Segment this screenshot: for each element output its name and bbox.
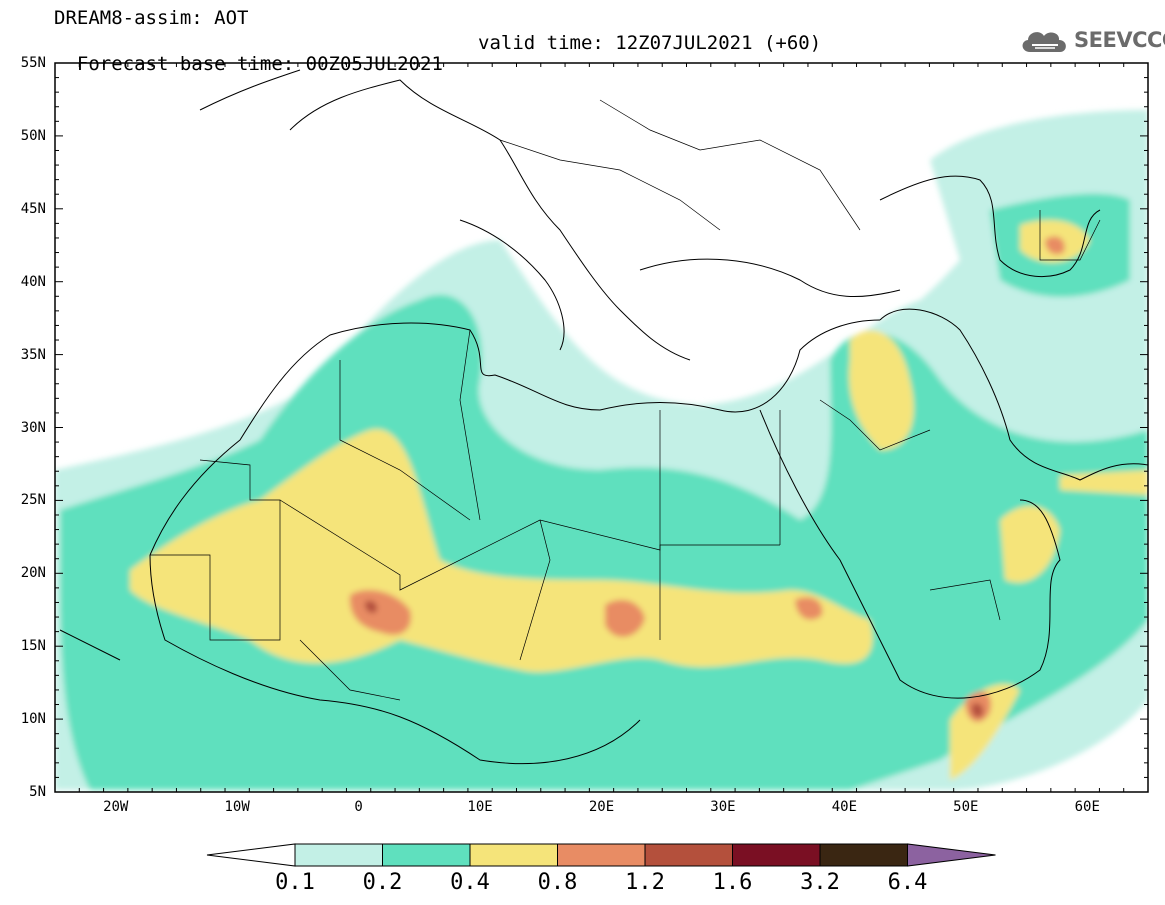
colorbar-swatch [294,843,383,867]
lat-label: 40N [20,273,46,290]
lon-label: 40E [831,799,858,815]
lat-label: 55N [20,55,46,71]
valid-time: valid time: 12Z07JUL2021 (+60) [478,32,822,54]
lon-label: 60E [1074,799,1100,815]
lat-label: 25N [20,492,46,509]
aot-band-0.4 [130,429,873,673]
lon-label: 20W [103,799,129,815]
lat-label: 10N [20,711,46,728]
lat-label: 5N [29,784,46,800]
colorbar-label: 1.2 [625,870,665,895]
lon-label: 0 [354,799,363,815]
logo-text: SEEVCCC [1074,28,1165,52]
lat-label: 45N [20,200,46,217]
lat-label: 20N [20,565,46,582]
lon-label: 10E [467,799,493,815]
base-time: Forecast base time: 00Z05JUL2021 [76,53,443,75]
forecast-times: Forecast base time: 00Z05JUL2021 valid t… [54,33,821,96]
colorbar-swatch [469,843,558,867]
seevccc-logo: SEEVCCC [1018,26,1165,56]
colorbar-swatch [732,843,821,867]
lat-label: 35N [20,346,46,363]
colorbar-label: 3.2 [800,870,840,895]
aot-band-1.2 [364,600,378,613]
lon-label: 50E [953,799,979,815]
country-borders [150,99,1101,701]
lat-label: 15N [20,638,46,655]
aot-band-0.8 [349,590,411,635]
colorbar-label: 0.8 [537,870,578,895]
lon-label: 10W [224,799,250,815]
lat-label: 30N [20,419,46,436]
colorbar-label: 0.2 [362,870,403,895]
aot-field [55,110,1148,790]
lat-label: 50N [20,127,46,144]
colorbar-swatch [644,843,733,867]
colorbar-arrow-low [206,843,296,867]
lon-label: 20E [588,799,615,815]
coastlines [59,69,1148,765]
colorbar-swatch [557,843,646,867]
colorbar-label: 1.6 [712,870,753,895]
colorbar-label: 0.1 [275,870,315,895]
colorbar-arrow-high [907,843,996,867]
colorbar-swatch [382,843,471,867]
colorbar-label: 6.4 [887,870,928,895]
cloud-icon [1022,32,1066,52]
map-title: DREAM8-assim: AOT [54,7,249,29]
lon-label: 30E [710,799,736,815]
axis-ticks [54,62,1149,793]
colorbar-swatch [819,843,908,867]
colorbar-label: 0.4 [450,870,490,895]
